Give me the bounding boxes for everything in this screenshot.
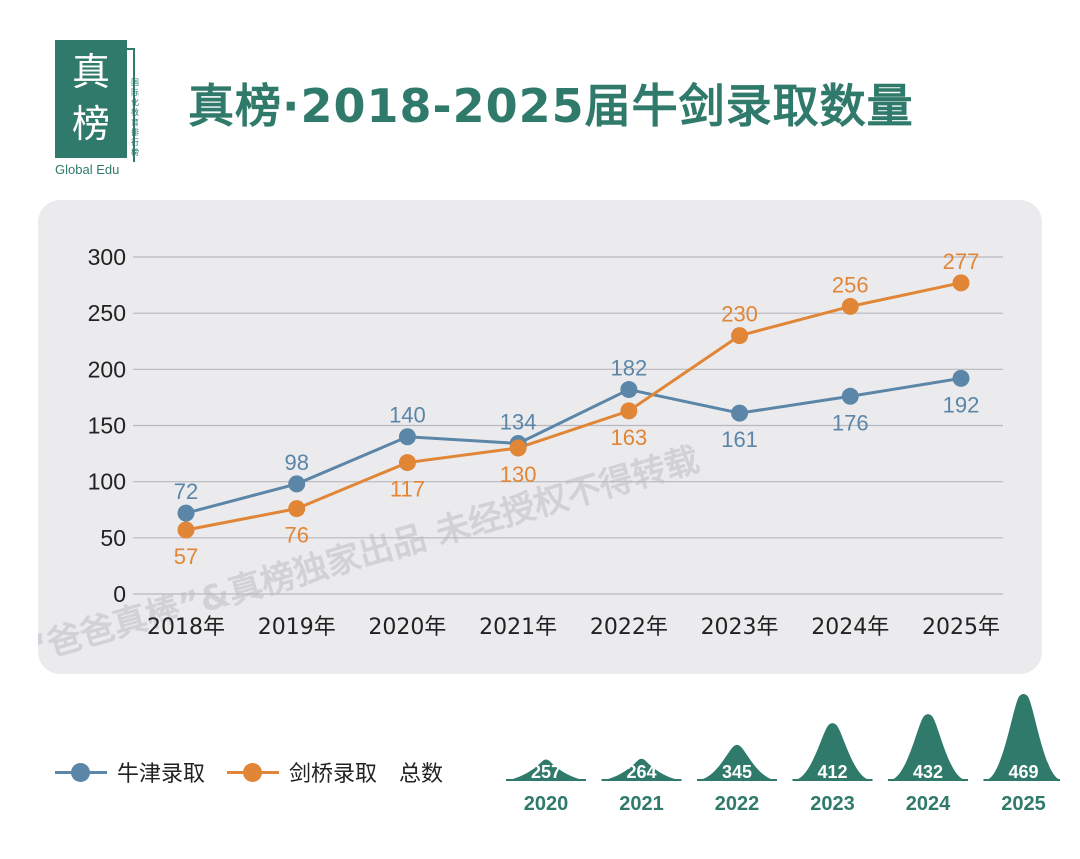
oxford-point	[731, 404, 749, 422]
total-year-label: 2021	[619, 793, 664, 815]
line-chart: “爸爸真棒”&真榜独家出品 未经授权不得转载050100150200250300…	[38, 244, 1003, 671]
oxford-data-label: 98	[284, 450, 308, 475]
oxford-point	[952, 369, 970, 387]
oxford-point	[620, 381, 638, 399]
x-tick-label: 2021年	[479, 615, 557, 640]
total-peak	[986, 694, 1060, 780]
total-value-label: 264	[626, 762, 656, 782]
total-value-label: 469	[1008, 762, 1038, 782]
y-tick-label: 300	[88, 244, 126, 270]
total-year-label: 2020	[524, 793, 569, 815]
oxford-point	[288, 475, 306, 493]
oxford-data-label: 72	[174, 479, 198, 504]
logo-tagline: 国际化教育排行榜	[131, 78, 139, 157]
total-year-label: 2022	[715, 793, 760, 815]
oxford-data-label: 161	[721, 427, 758, 452]
legend-label-oxford: 牛津录取	[117, 762, 206, 787]
y-tick-label: 0	[113, 581, 126, 607]
y-tick-label: 50	[100, 525, 126, 551]
cambridge-point	[620, 402, 638, 420]
total-peak	[700, 744, 774, 780]
chart-legend: 牛津录取 剑桥录取 总数	[55, 752, 465, 792]
brand-logo: 真 榜 国际化教育排行榜 Global Edu	[55, 40, 139, 180]
cambridge-data-label: 57	[174, 544, 198, 569]
total-value-label: 345	[722, 762, 752, 782]
total-value-label: 257	[531, 762, 561, 782]
total-year-label: 2024	[906, 793, 951, 815]
cambridge-data-label: 163	[610, 425, 647, 450]
cambridge-data-label: 117	[390, 477, 425, 502]
totals-mini-chart: 257 2020 264 2021 345 2022 412 2023 432 2024 469 20…	[506, 694, 1060, 815]
legend-item-total: 总数	[399, 756, 443, 788]
total-peak	[509, 759, 583, 780]
oxford-data-label: 176	[832, 410, 869, 435]
x-tick-label: 2023年	[701, 615, 779, 640]
cambridge-data-label: 256	[832, 272, 869, 297]
total-peak	[604, 758, 679, 780]
y-tick-label: 150	[88, 413, 126, 439]
oxford-point	[841, 387, 859, 405]
cambridge-data-label: 230	[721, 302, 758, 327]
oxford-point	[398, 428, 416, 446]
x-tick-label: 2025年	[922, 615, 1000, 640]
oxford-data-label: 134	[500, 409, 537, 434]
cambridge-data-label: 130	[500, 462, 537, 487]
total-value-label: 412	[817, 762, 847, 782]
total-year-label: 2023	[810, 793, 855, 815]
x-tick-label: 2020年	[368, 615, 446, 640]
cambridge-data-label: 277	[943, 249, 980, 274]
oxford-data-label: 140	[389, 403, 426, 428]
y-tick-label: 250	[88, 300, 126, 326]
logo-char-top: 真	[71, 50, 110, 94]
oxford-data-label: 192	[943, 392, 980, 417]
legend-label-cambridge: 剑桥录取	[289, 762, 378, 787]
cambridge-point	[398, 454, 416, 472]
logo-badge: 真 榜	[55, 40, 127, 158]
y-tick-label: 100	[88, 469, 126, 495]
series-line-cambridge	[185, 281, 962, 532]
series-line-oxford	[185, 376, 962, 515]
oxford-data-label: 182	[610, 356, 647, 381]
cambridge-point	[509, 439, 527, 457]
oxford-point	[177, 504, 195, 522]
x-tick-label: 2018年	[147, 615, 225, 640]
y-tick-label: 200	[88, 356, 126, 382]
page-title: 真榜·2018-2025届牛剑录取数量	[188, 79, 914, 133]
total-year-label: 2025	[1001, 793, 1046, 815]
x-tick-label: 2022年	[590, 615, 668, 640]
x-tick-label: 2024年	[811, 615, 889, 640]
cambridge-point	[288, 500, 306, 518]
cambridge-point	[841, 297, 859, 315]
x-tick-label: 2019年	[258, 615, 336, 640]
legend-label-total: 总数	[399, 762, 444, 787]
total-value-label: 432	[913, 762, 943, 782]
logo-char-bottom: 榜	[71, 102, 110, 146]
legend-item-oxford: 牛津录取	[55, 756, 205, 788]
legend-swatch-oxford	[55, 762, 107, 782]
cambridge-data-label: 76	[284, 523, 308, 548]
total-peak	[795, 723, 870, 780]
total-peak	[891, 714, 965, 780]
legend-item-cambridge: 剑桥录取	[227, 756, 377, 788]
logo-english-name: Global Edu	[55, 162, 120, 177]
chart-panel	[38, 200, 1042, 674]
legend-swatch-cambridge	[227, 762, 280, 782]
cambridge-point	[731, 327, 749, 345]
cambridge-point	[177, 521, 195, 539]
cambridge-point	[952, 274, 970, 292]
